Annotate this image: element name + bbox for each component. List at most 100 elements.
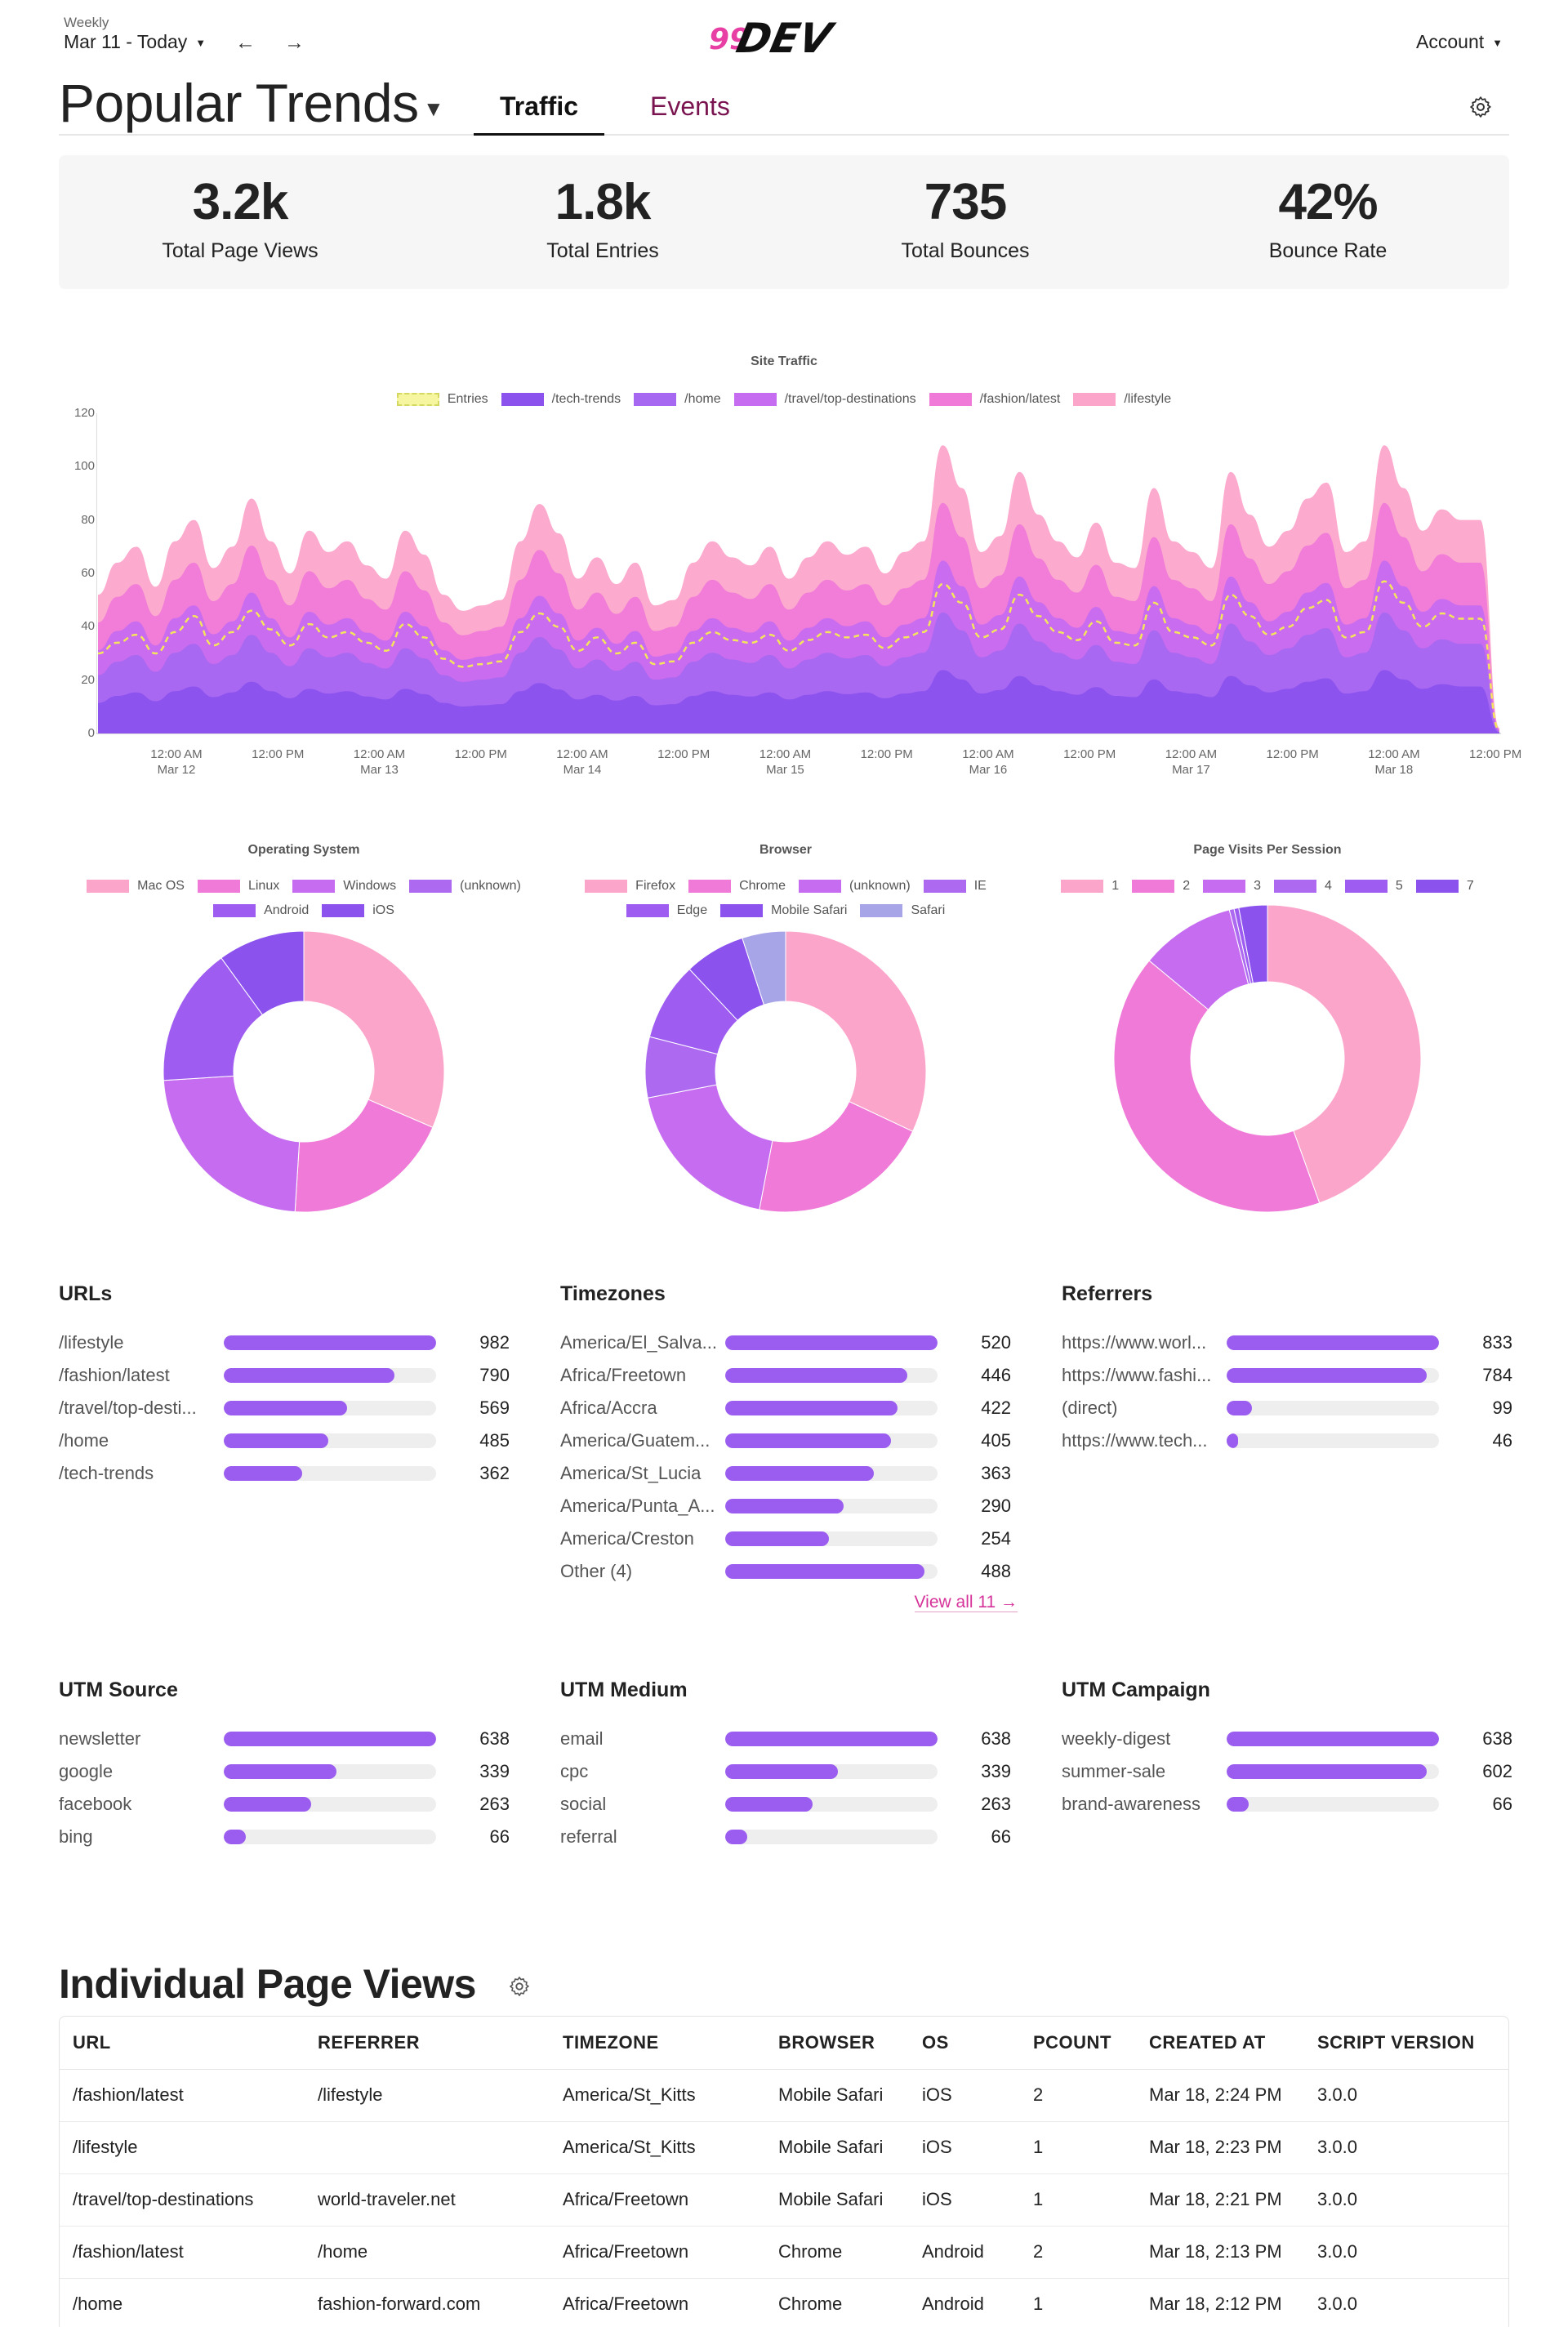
slice-1[interactable] [1267,904,1422,1204]
legend-item-home[interactable]: /home [634,392,721,407]
column-header-referrer[interactable]: REFERRER [305,2017,550,2070]
list-item[interactable]: https://www.fashi... 784 [1062,1359,1519,1392]
gear-icon[interactable] [508,1975,531,1998]
project-dropdown-button[interactable]: ▼ [423,96,444,122]
legend-item-firefox[interactable]: Firefox [585,879,675,894]
slice-7[interactable] [1238,904,1268,984]
row-label: newsletter [59,1728,141,1749]
entries-line[interactable] [97,580,1501,732]
slice-chrome[interactable] [759,1100,914,1213]
list-item[interactable]: /travel/top-desti... 569 [59,1392,516,1424]
list-item[interactable]: facebook 263 [59,1788,516,1821]
column-header-timezone[interactable]: TIMEZONE [550,2017,765,2070]
legend-item-mac-os[interactable]: Mac OS [87,879,185,894]
legend-item-unknown[interactable]: (unknown) [798,879,911,894]
legend-item-7[interactable]: 7 [1415,879,1474,894]
row-value: 46 [1492,1430,1512,1451]
list-item[interactable]: /tech-trends 362 [59,1457,516,1490]
legend-item-ie[interactable]: IE [923,879,987,894]
table-row[interactable]: /travel/top-destinations world-traveler.n… [60,2173,1508,2227]
column-header-created-at[interactable]: CREATED AT [1136,2017,1304,2070]
list-item[interactable]: google 339 [59,1755,516,1788]
tab-events[interactable]: Events [650,91,730,121]
legend-item-lifestyle[interactable]: /lifestyle [1073,392,1171,407]
slice-firefox[interactable] [785,930,927,1132]
tab-traffic[interactable]: Traffic [474,91,604,136]
list-item[interactable]: Africa/Freetown 446 [560,1359,1018,1392]
legend-item-1[interactable]: 1 [1061,879,1119,894]
os-donut-chart[interactable] [162,929,446,1214]
column-header-script-version[interactable]: SCRIPT VERSION [1304,2017,1508,2070]
list-item[interactable]: email 638 [560,1723,1018,1755]
legend-item-entries[interactable]: Entries [396,392,488,407]
slice-safari[interactable] [742,930,786,1005]
slice-unknown[interactable] [647,1084,773,1210]
legend-item-tech-trends[interactable]: /tech-trends [501,392,621,407]
list-item[interactable]: bing 66 [59,1821,516,1853]
legend-item-3[interactable]: 3 [1203,879,1261,894]
table-row[interactable]: /fashion/latest/home Africa/Freetown Chrom… [60,2226,1508,2279]
column-header-pcount[interactable]: PCOUNT [1020,2017,1136,2070]
legend-item-2[interactable]: 2 [1132,879,1190,894]
list-item[interactable]: https://www.tech... 46 [1062,1424,1519,1457]
site-traffic-chart[interactable] [96,407,1501,738]
list-item[interactable]: https://www.worl... 833 [1062,1326,1519,1359]
account-menu[interactable]: Account ▼ [1416,31,1503,53]
list-item[interactable]: America/Punta_A... 290 [560,1490,1018,1522]
legend-item-travel-top-destinations[interactable]: /travel/top-destinations [733,392,916,407]
pvps-donut-chart[interactable] [1112,903,1423,1214]
legend-item-mobile-safari[interactable]: Mobile Safari [720,903,847,918]
period-selector[interactable]: Mar 11 - Today ▼ [64,31,206,53]
legend-item-ios[interactable]: iOS [322,903,394,918]
previous-period-button[interactable]: ← [235,31,256,55]
column-header-browser[interactable]: BROWSER [765,2017,909,2070]
list-item[interactable]: America/Creston 254 [560,1522,1018,1555]
list-item[interactable]: America/St_Lucia 363 [560,1457,1018,1490]
list-item[interactable]: summer-sale 602 [1062,1755,1519,1788]
legend-item-linux[interactable]: Linux [197,879,279,894]
list-item[interactable]: (direct) 99 [1062,1392,1519,1424]
table-row[interactable]: /home fashion-forward.com Africa/Freetown C… [60,2278,1508,2327]
legend-item-4[interactable]: 4 [1274,879,1332,894]
list-item[interactable]: Other (4) 488 [560,1555,1018,1588]
list-item[interactable]: America/El_Salva... 520 [560,1326,1018,1359]
slice-windows[interactable] [163,1075,301,1213]
legend-item-safari[interactable]: Safari [860,903,945,918]
area-series-tech-trends[interactable] [98,670,1499,733]
legend-item-chrome[interactable]: Chrome [688,879,786,894]
gear-icon[interactable] [1468,95,1493,119]
list-item[interactable]: weekly-digest 638 [1062,1723,1519,1755]
slice-2[interactable] [1113,960,1321,1213]
slice-mac-os[interactable] [303,930,445,1128]
slice-ios[interactable] [220,930,305,1016]
column-header-url[interactable]: URL [60,2017,305,2070]
legend-item-windows[interactable]: Windows [292,879,396,894]
logo[interactable]: 99 DEV [707,11,862,64]
slice-linux[interactable] [294,1099,434,1213]
list-item[interactable]: cpc 339 [560,1755,1018,1788]
view-all-link[interactable]: View all 11 → [560,1593,1018,1612]
row-value: 66 [489,1826,510,1847]
list-item[interactable]: social 263 [560,1788,1018,1821]
table-row[interactable]: /fashion/latest/lifestyle America/St_Kitt… [60,2069,1508,2122]
legend-item-edge[interactable]: Edge [626,903,707,918]
column-header-os[interactable]: OS [909,2017,1020,2070]
list-item[interactable]: /lifestyle 982 [59,1326,516,1359]
legend-item-5[interactable]: 5 [1344,879,1403,894]
list-item[interactable]: referral 66 [560,1821,1018,1853]
legend-item-android[interactable]: Android [213,903,309,918]
next-period-button[interactable]: → [284,31,305,55]
row-label: /fashion/latest [59,1365,170,1385]
list-item[interactable]: America/Guatem... 405 [560,1424,1018,1457]
list-item[interactable]: brand-awareness 66 [1062,1788,1519,1821]
legend-item-unknown[interactable]: (unknown) [409,879,521,894]
list-item[interactable]: /home 485 [59,1424,516,1457]
table-row[interactable]: /lifestyle America/St_Kitts Mobile Safari i… [60,2121,1508,2174]
browser-donut-chart[interactable] [644,929,928,1214]
legend-item-fashion-latest[interactable]: /fashion/latest [929,392,1060,407]
list-item[interactable]: /fashion/latest 790 [59,1359,516,1392]
x-tick-time: 12:00 AM [556,747,608,761]
list-item[interactable]: Africa/Accra 422 [560,1392,1018,1424]
row-label: America/Guatem... [560,1430,710,1451]
list-item[interactable]: newsletter 638 [59,1723,516,1755]
